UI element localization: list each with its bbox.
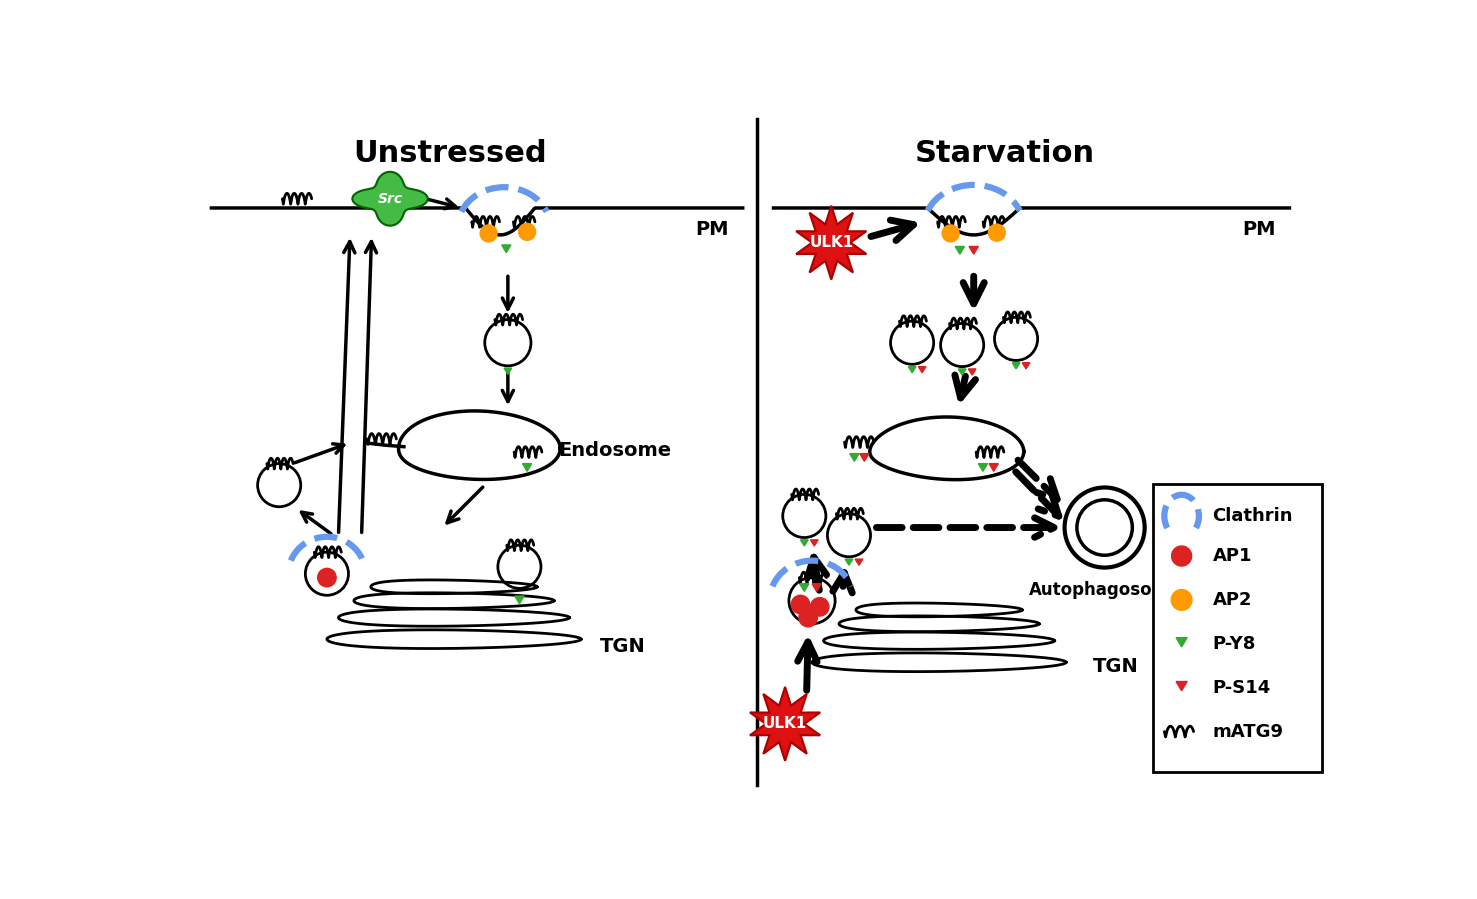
Polygon shape xyxy=(811,540,818,546)
Text: PM: PM xyxy=(696,219,728,238)
Text: PM: PM xyxy=(1242,219,1275,238)
Text: mATG9: mATG9 xyxy=(1213,723,1284,741)
Circle shape xyxy=(988,224,1006,241)
Polygon shape xyxy=(812,583,821,592)
Text: Starvation: Starvation xyxy=(914,138,1094,168)
Circle shape xyxy=(518,223,536,240)
Polygon shape xyxy=(1022,363,1029,369)
Polygon shape xyxy=(1176,681,1188,690)
Polygon shape xyxy=(523,464,532,471)
Polygon shape xyxy=(969,246,978,254)
Polygon shape xyxy=(750,687,820,761)
Text: Clathrin: Clathrin xyxy=(1213,507,1292,525)
Polygon shape xyxy=(978,464,988,471)
Polygon shape xyxy=(1176,637,1188,647)
Polygon shape xyxy=(799,583,809,592)
Polygon shape xyxy=(969,369,976,375)
Polygon shape xyxy=(845,559,852,565)
Polygon shape xyxy=(1012,363,1021,369)
Text: AP2: AP2 xyxy=(1213,591,1252,609)
Circle shape xyxy=(318,568,337,587)
Polygon shape xyxy=(908,367,916,373)
Polygon shape xyxy=(515,596,524,604)
Polygon shape xyxy=(801,540,808,546)
Polygon shape xyxy=(504,368,511,374)
Polygon shape xyxy=(353,172,428,226)
Circle shape xyxy=(799,609,817,627)
Circle shape xyxy=(1171,590,1192,610)
Text: ULK1: ULK1 xyxy=(764,717,808,732)
FancyBboxPatch shape xyxy=(1154,484,1322,771)
Text: AP1: AP1 xyxy=(1213,547,1252,565)
Circle shape xyxy=(1171,546,1192,566)
Text: Unstressed: Unstressed xyxy=(353,138,546,168)
Circle shape xyxy=(811,598,829,616)
Text: P-S14: P-S14 xyxy=(1213,679,1270,697)
Text: TGN: TGN xyxy=(600,637,645,656)
Text: Src: Src xyxy=(378,191,403,206)
Circle shape xyxy=(942,225,959,242)
Circle shape xyxy=(480,225,498,242)
Polygon shape xyxy=(919,367,926,373)
Polygon shape xyxy=(956,246,964,254)
Text: Autophagosome: Autophagosome xyxy=(1028,582,1180,600)
Polygon shape xyxy=(502,245,511,253)
Text: ULK1: ULK1 xyxy=(809,236,854,250)
Circle shape xyxy=(792,595,809,614)
Text: P-Y8: P-Y8 xyxy=(1213,635,1255,653)
Polygon shape xyxy=(990,464,998,471)
Polygon shape xyxy=(860,454,868,461)
Polygon shape xyxy=(959,369,966,375)
Polygon shape xyxy=(849,454,860,461)
Text: TGN: TGN xyxy=(1093,656,1139,676)
Polygon shape xyxy=(796,206,867,280)
Text: Endosome: Endosome xyxy=(558,441,671,460)
Polygon shape xyxy=(855,559,863,565)
